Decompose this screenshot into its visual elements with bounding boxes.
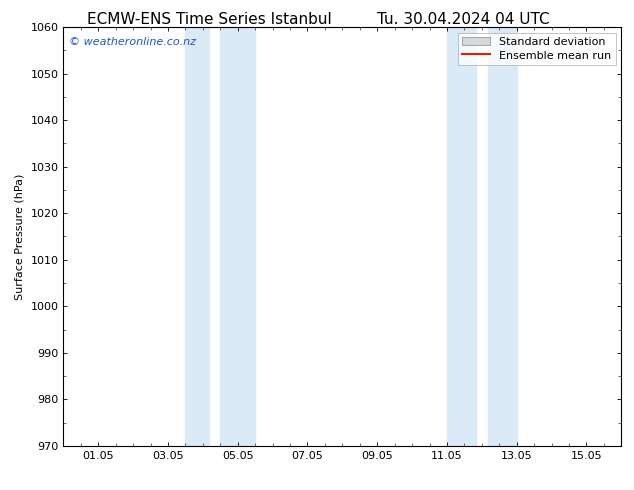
- Bar: [447, 27, 476, 446]
- Legend: Standard deviation, Ensemble mean run: Standard deviation, Ensemble mean run: [458, 32, 616, 65]
- Text: ECMW-ENS Time Series Istanbul: ECMW-ENS Time Series Istanbul: [87, 12, 332, 27]
- Text: Tu. 30.04.2024 04 UTC: Tu. 30.04.2024 04 UTC: [377, 12, 549, 27]
- Bar: [221, 27, 255, 446]
- Bar: [488, 27, 517, 446]
- Text: © weatheronline.co.nz: © weatheronline.co.nz: [69, 37, 196, 48]
- Y-axis label: Surface Pressure (hPa): Surface Pressure (hPa): [15, 173, 25, 299]
- Bar: [185, 27, 209, 446]
